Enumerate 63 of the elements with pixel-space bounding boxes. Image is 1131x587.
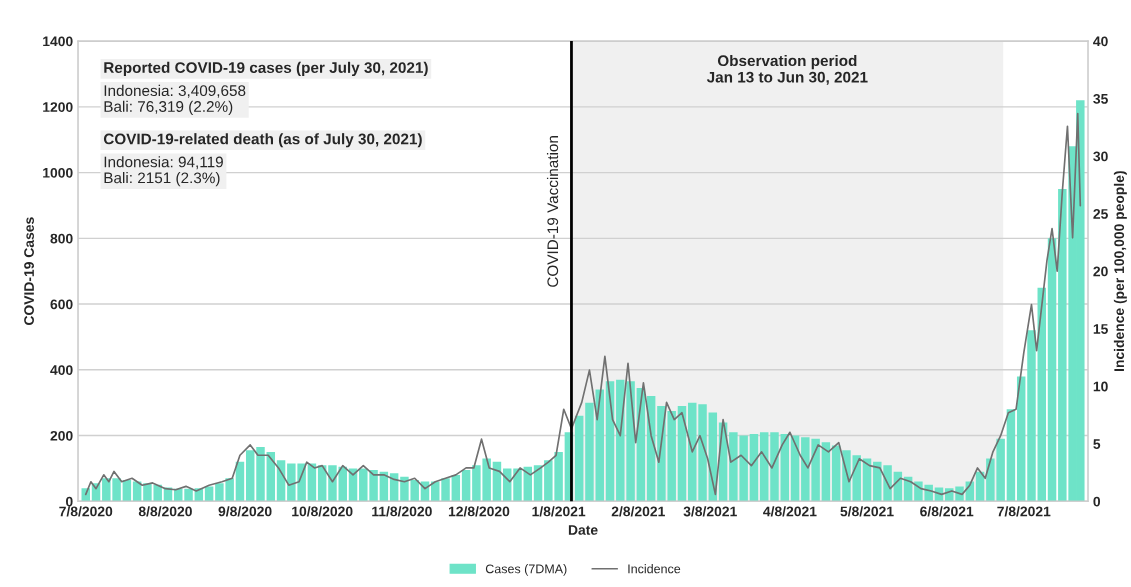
y2-axis-title: Incidence (per 100,000 people) bbox=[1113, 171, 1127, 371]
legend-label: Cases (7DMA) bbox=[485, 564, 567, 576]
bar bbox=[256, 447, 265, 502]
annotation: Indonesia: 3,409,658 Bali: 76,319 (2.2%) bbox=[104, 84, 246, 115]
x-tick-label: 3/8/2021 bbox=[683, 506, 737, 517]
bar bbox=[698, 404, 707, 502]
y-tick-label: 0 bbox=[66, 496, 73, 507]
x-tick-label: 6/8/2021 bbox=[920, 506, 974, 517]
x-axis-title: Date bbox=[568, 525, 598, 535]
bar bbox=[759, 432, 769, 502]
y2-tick-label: 20 bbox=[1093, 266, 1108, 277]
x-tick-label: 2/8/2021 bbox=[611, 506, 665, 517]
y-tick-label: 800 bbox=[50, 233, 73, 244]
bar bbox=[770, 432, 779, 502]
bar bbox=[307, 463, 317, 502]
y-tick-label: 400 bbox=[50, 365, 73, 375]
x-tick-label: 4/8/2021 bbox=[763, 506, 817, 517]
x-tick-label: 8/8/2020 bbox=[138, 506, 192, 517]
y2-tick-label: 10 bbox=[1093, 381, 1108, 392]
bar bbox=[235, 461, 245, 502]
x-tick-label: 9/8/2020 bbox=[218, 506, 272, 517]
x-tick-label: 11/8/2020 bbox=[372, 506, 432, 517]
bar bbox=[461, 470, 471, 502]
y2-tick-label: 40 bbox=[1093, 36, 1108, 47]
x-tick-label: 12/8/2020 bbox=[448, 506, 510, 517]
bar bbox=[1016, 376, 1026, 502]
y-tick-label: 1400 bbox=[43, 36, 73, 47]
annotation: Reported COVID-19 cases (per July 30, 2021) bbox=[104, 61, 428, 77]
y-tick-label: 1000 bbox=[43, 167, 73, 178]
y2-tick-label: 0 bbox=[1093, 496, 1101, 507]
bar bbox=[780, 433, 790, 502]
y-tick-label: 600 bbox=[50, 299, 73, 310]
bar bbox=[1047, 238, 1057, 502]
annotation: Indonesia: 94,119 Bali: 2151 (2.3%) bbox=[104, 156, 223, 187]
x-tick-label: 7/8/2021 bbox=[997, 506, 1051, 517]
bar bbox=[1006, 409, 1016, 502]
y-tick-label: 200 bbox=[50, 430, 73, 441]
bar bbox=[1027, 330, 1036, 502]
y2-tick-label: 5 bbox=[1093, 439, 1101, 449]
bar bbox=[451, 475, 461, 502]
bar bbox=[441, 478, 450, 502]
y-axis-title: COVID-19 Cases bbox=[24, 217, 34, 326]
x-tick-label: 7/8/2020 bbox=[59, 506, 113, 517]
y2-tick-label: 30 bbox=[1093, 151, 1108, 162]
y2-tick-label: 35 bbox=[1093, 93, 1108, 104]
bar bbox=[821, 442, 831, 502]
annotation: COVID-19-related death (as of July 30, 2021) bbox=[103, 133, 422, 148]
x-tick-label: 1/8/2021 bbox=[532, 506, 586, 517]
bar bbox=[513, 468, 522, 502]
x-tick-label: 5/8/2021 bbox=[840, 506, 894, 517]
x-tick-label: 10/8/2020 bbox=[292, 506, 353, 517]
bar bbox=[831, 445, 841, 502]
y-tick-label: 1200 bbox=[43, 102, 73, 112]
bar bbox=[574, 415, 584, 502]
ref-line-label: COVID-19 Vaccination bbox=[546, 136, 559, 287]
bar bbox=[245, 450, 255, 502]
y2-tick-label: 15 bbox=[1093, 324, 1108, 334]
bar bbox=[328, 465, 337, 502]
bar bbox=[749, 433, 759, 502]
y2-tick-label: 25 bbox=[1093, 209, 1108, 219]
legend-label: Incidence bbox=[628, 564, 681, 574]
band-label: Observation period Jan 13 to Jun 30, 2021 bbox=[706, 54, 868, 85]
bar bbox=[677, 405, 687, 502]
